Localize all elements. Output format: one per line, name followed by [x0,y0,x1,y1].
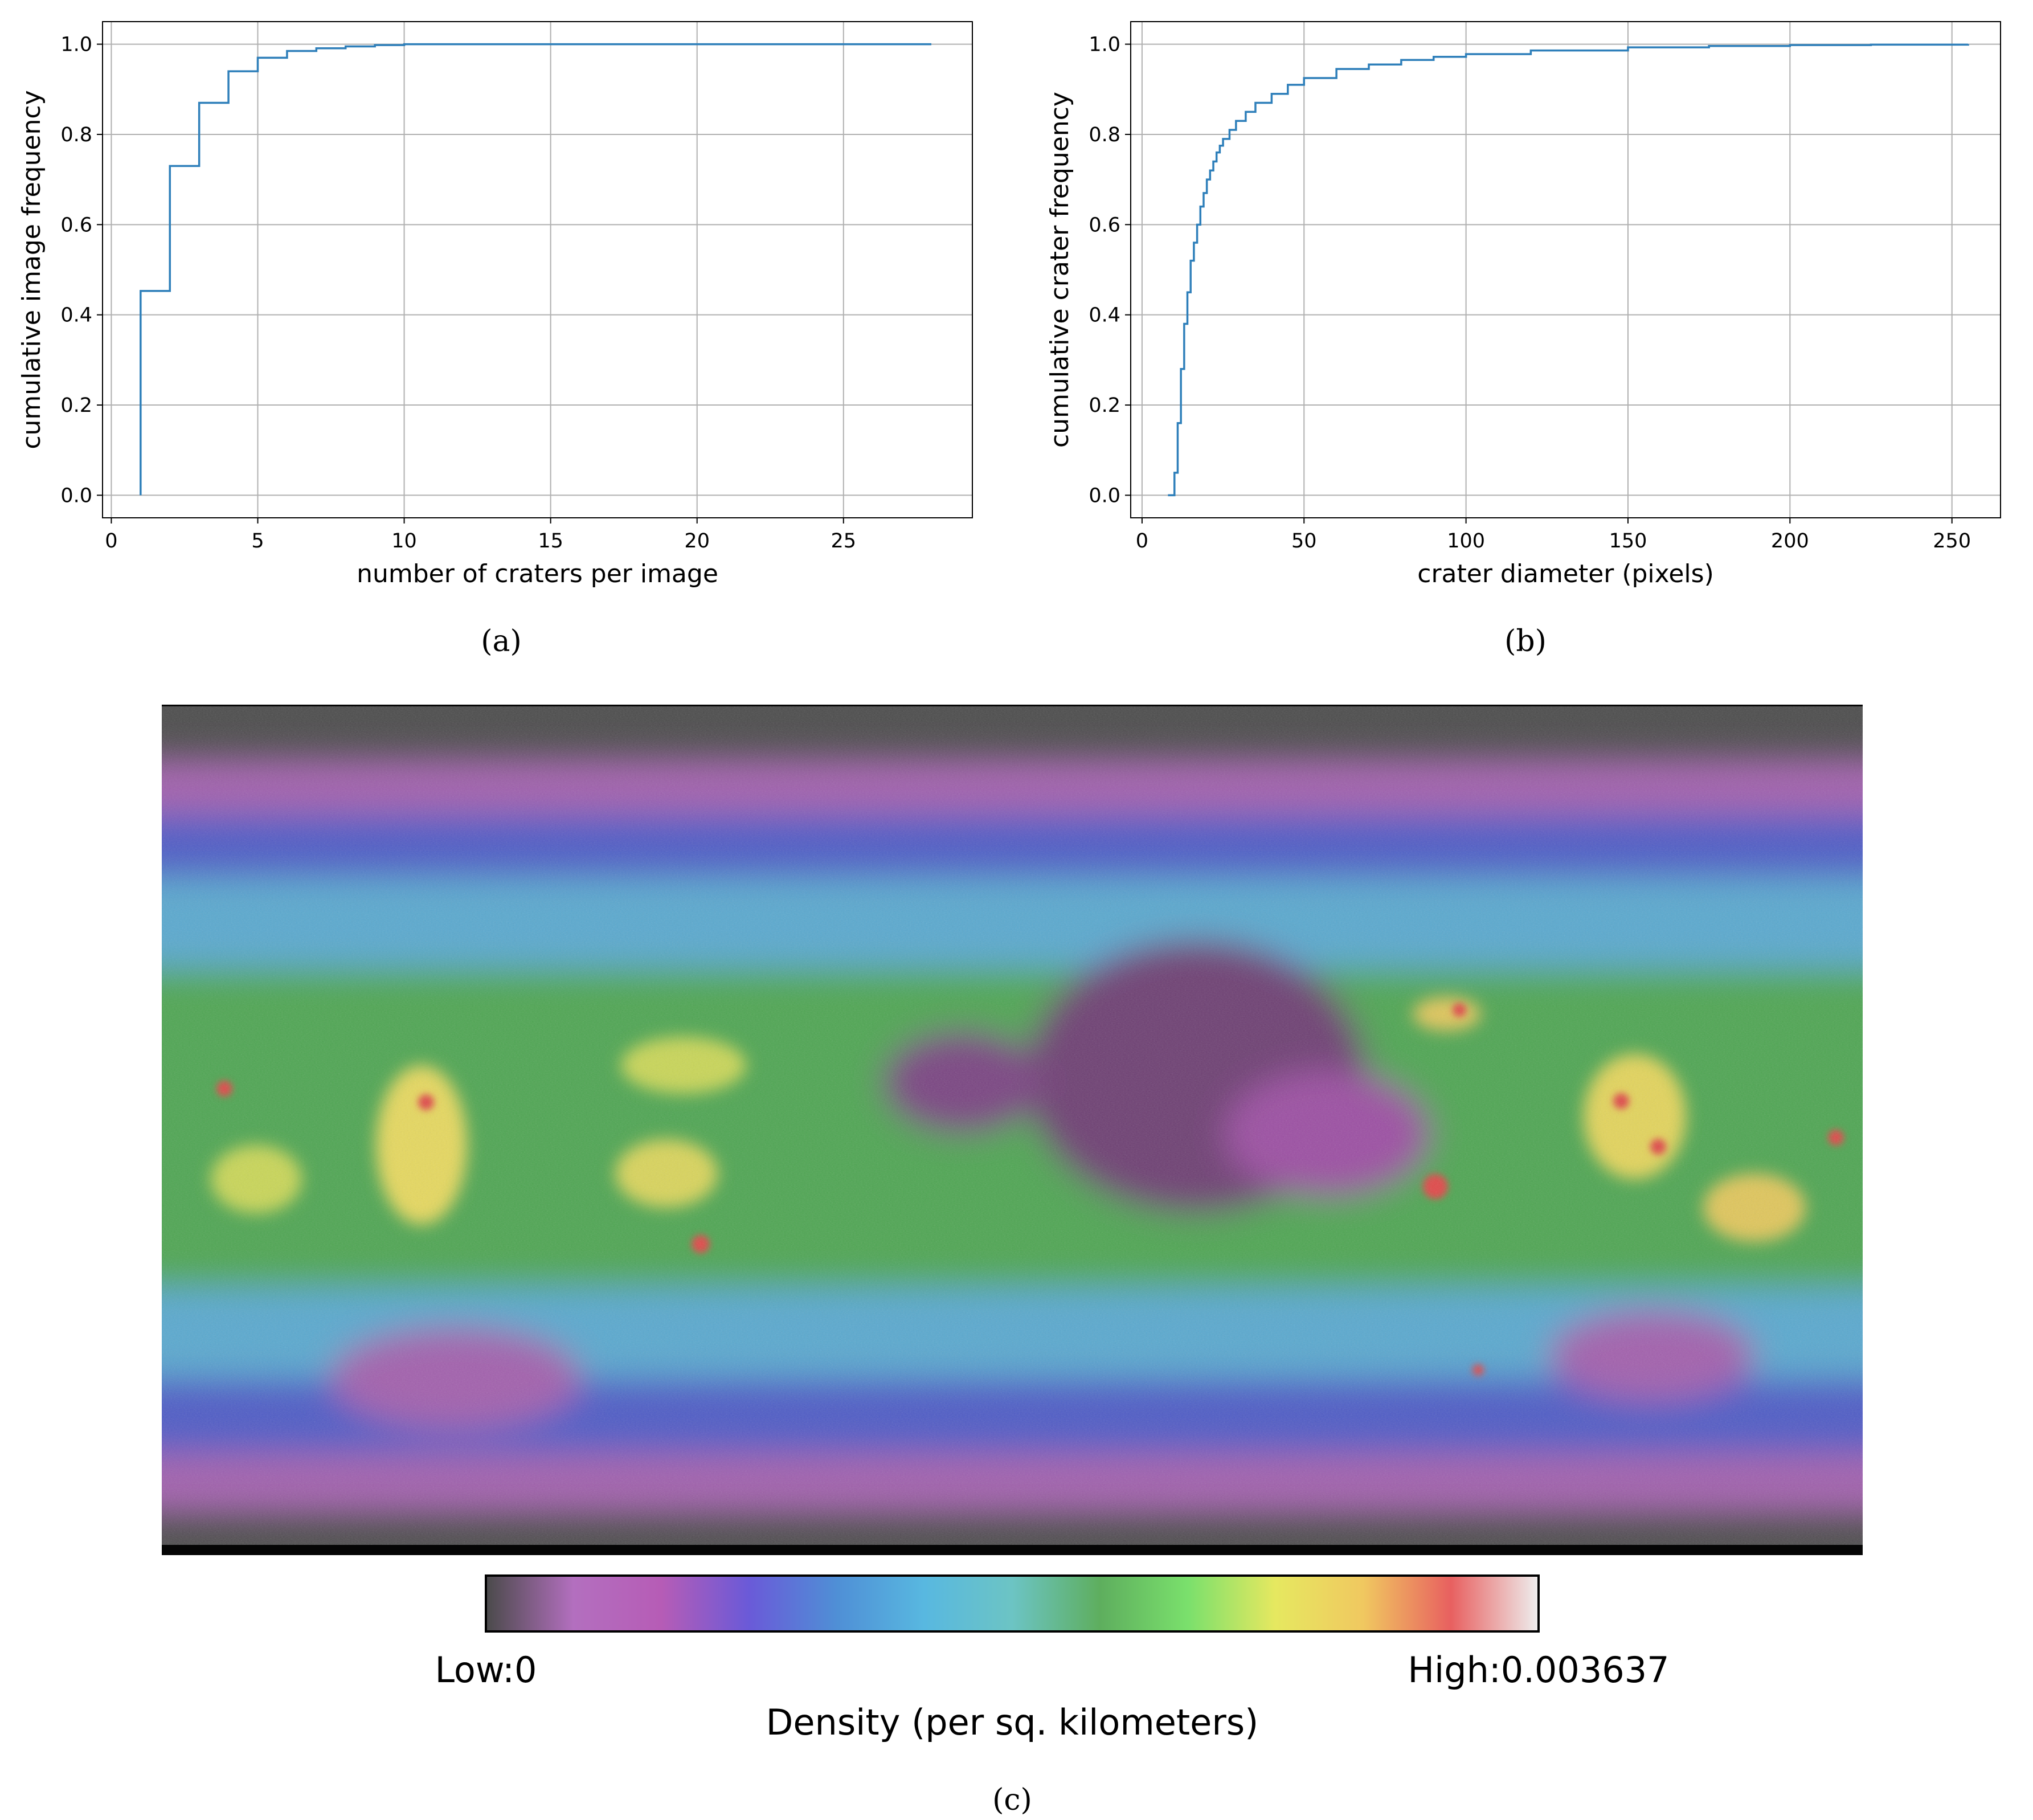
y-tick-label: 0.0 [60,484,92,507]
x-tick-label: 150 [1609,530,1647,553]
x-tick-label: 250 [1933,530,1971,553]
y-axis-label: cumulative image frequency [17,90,46,449]
y-tick-labels: 0.0 0.2 0.4 0.6 0.8 1.0 [1089,34,1131,507]
y-tick-label: 0.6 [60,214,92,236]
map-border-bottom [162,1545,1863,1555]
x-tick-labels: 0 50 100 150 200 250 [1136,518,1971,553]
x-tick-label: 15 [538,530,563,553]
y-tick-label: 0.8 [1089,124,1120,146]
panel-label-a: (a) [481,624,522,659]
x-tick-label: 0 [1136,530,1148,553]
x-tick-labels: 0 5 10 15 20 25 [105,518,856,553]
colorbar-low-label: Low:0 [435,1649,537,1691]
map-texture [162,706,1863,1555]
y-tick-label: 0.4 [1089,304,1120,327]
x-axis-label: crater diameter (pixels) [1417,559,1713,588]
chart-cumulative-crater-frequency: 0 50 100 150 200 250 0.0 0.2 0.4 0.6 0.8 1.0 crate… [1045,21,2001,588]
panel-label-b: (b) [1504,624,1547,659]
colorbar: Low:0 High:0.003637 Density (per sq. kil… [435,1574,1670,1743]
x-tick-label: 50 [1291,530,1317,553]
y-tick-label: 1.0 [1089,34,1120,56]
x-axis-label: number of craters per image [357,559,718,588]
y-tick-label: 0.2 [1089,394,1120,417]
colorbar-bar [485,1574,1540,1633]
chart-cumulative-image-frequency: 0 5 10 15 20 25 0.0 0.2 0.4 0.6 0.8 1.0 number of … [17,21,973,588]
colorbar-high-label: High:0.003637 [1408,1649,1669,1691]
x-tick-label: 0 [105,530,117,553]
grid-lines [1131,22,2001,518]
x-tick-label: 20 [684,530,710,553]
series-images-line [140,43,932,496]
density-map [162,705,1863,1555]
series-line [140,43,932,496]
grid-lines [103,22,972,518]
y-tick-label: 0.6 [1089,214,1120,236]
y-axis-label: cumulative crater frequency [1045,92,1074,448]
y-tick-label: 0.8 [60,124,92,146]
y-tick-label: 1.0 [60,34,92,56]
x-tick-label: 5 [251,530,264,553]
x-tick-label: 200 [1771,530,1809,553]
series-line [1168,43,1969,497]
y-tick-labels: 0.0 0.2 0.4 0.6 0.8 1.0 [60,34,103,507]
x-tick-label: 10 [391,530,417,553]
colorbar-title: Density (per sq. kilometers) [766,1702,1259,1743]
plot-frame [102,21,973,518]
x-tick-label: 100 [1447,530,1485,553]
plot-frame [1130,21,2001,518]
series-craters-line [1168,43,1969,497]
x-tick-label: 25 [831,530,857,553]
y-tick-label: 0.4 [60,304,92,327]
y-tick-label: 0.2 [60,394,92,417]
y-tick-label: 0.0 [1089,484,1120,507]
panel-label-c: (c) [992,1783,1032,1817]
